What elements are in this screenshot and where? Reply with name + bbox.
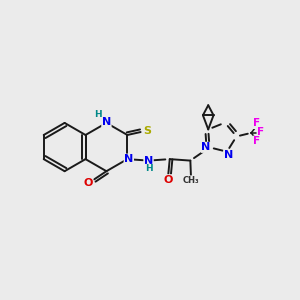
Text: H: H — [145, 164, 153, 173]
Text: N: N — [124, 154, 134, 164]
Text: N: N — [201, 142, 211, 152]
Text: F: F — [253, 118, 260, 128]
Text: F: F — [253, 136, 260, 146]
Text: O: O — [164, 175, 173, 185]
Text: CH₃: CH₃ — [183, 176, 199, 185]
Text: H: H — [94, 110, 101, 119]
Text: O: O — [83, 178, 93, 188]
Text: N: N — [102, 117, 111, 127]
Text: S: S — [143, 126, 151, 136]
Text: N: N — [224, 150, 233, 160]
Text: N: N — [144, 156, 153, 166]
Text: F: F — [257, 127, 264, 137]
